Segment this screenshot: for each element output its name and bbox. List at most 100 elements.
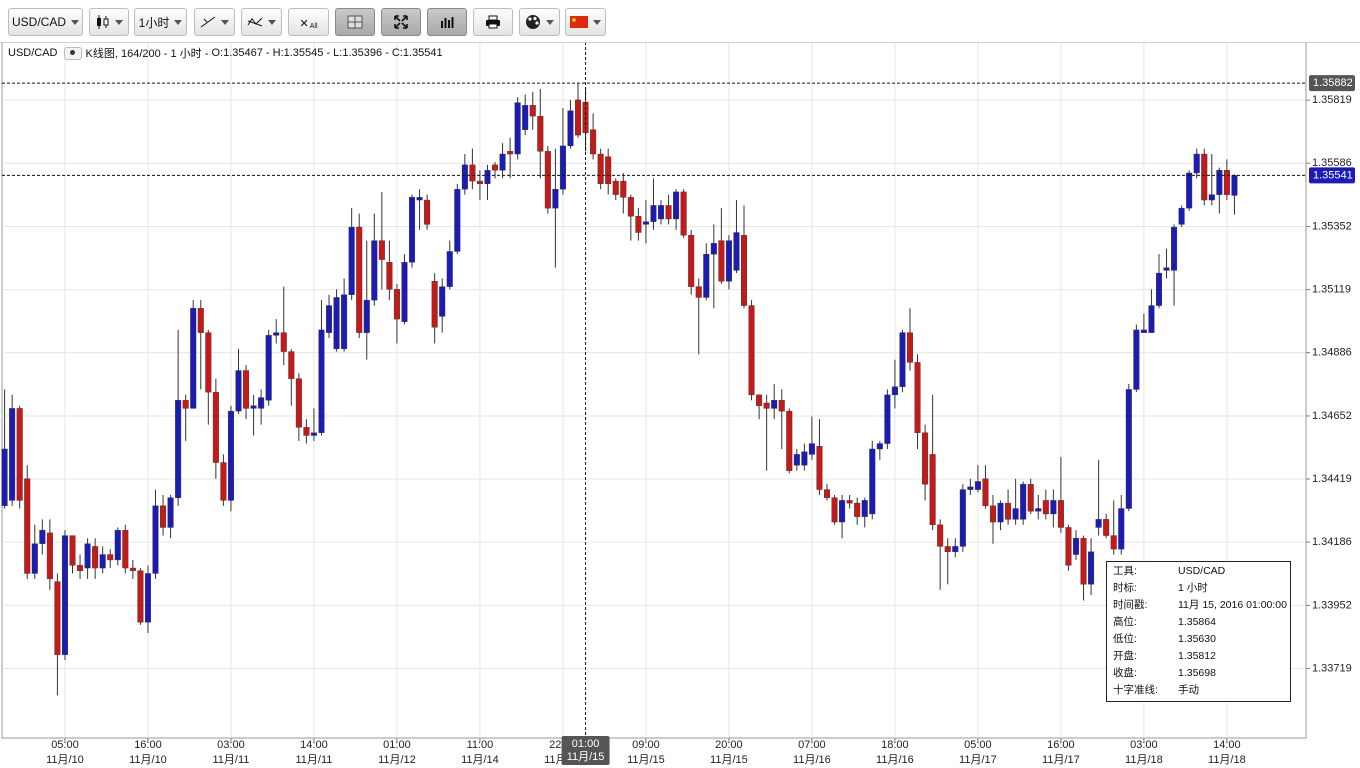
symbol-button[interactable]: USD/CAD: [8, 8, 83, 36]
candle-body: [1103, 519, 1110, 536]
candle-body: [416, 197, 423, 201]
tooltip-key: 低位:: [1113, 633, 1137, 645]
tooltip-row: 开盘: 1.35812: [1113, 648, 1288, 664]
language-button[interactable]: [565, 8, 606, 36]
candle-body: [280, 332, 287, 352]
candle-body: [846, 500, 853, 504]
tooltip-value: USD/CAD: [1178, 565, 1226, 577]
chart-type-button[interactable]: [89, 8, 129, 36]
candle-body: [476, 180, 483, 184]
candle-body: [1042, 500, 1049, 515]
candle-body: [514, 102, 521, 155]
tooltip-row: 高位: 1.35864: [1113, 614, 1288, 630]
x-tick-label: 01:00: [383, 739, 411, 751]
header-description: K线图, 164/200 - 1 小时 -: [85, 48, 212, 60]
candle-body: [333, 297, 340, 350]
bars-icon: [441, 17, 454, 28]
x-tick-date: 11月/16: [876, 754, 914, 766]
y-tick-label: 1.34186: [1312, 536, 1352, 548]
visibility-toggle[interactable]: [63, 46, 82, 60]
candle-body: [1080, 538, 1087, 585]
candle-body: [265, 335, 272, 401]
candle-body: [341, 294, 348, 350]
indicator-button[interactable]: [241, 8, 282, 36]
candle-body: [808, 443, 815, 455]
candle-body: [54, 581, 61, 655]
candle-body: [1186, 172, 1193, 209]
tooltip-value: 11月 15, 2016 01:00:00: [1178, 599, 1287, 611]
candle-body: [92, 546, 99, 569]
candle-body: [620, 180, 627, 198]
candle-body: [952, 546, 959, 553]
candle-body: [529, 105, 536, 117]
candle-body: [1118, 508, 1125, 550]
candle-body: [544, 151, 551, 209]
candle-body: [869, 448, 876, 515]
candle-body: [326, 305, 333, 333]
ohlc-value: 1.35467: [223, 47, 263, 59]
candle-body: [1095, 519, 1102, 528]
candle-body: [884, 394, 891, 444]
grid-button[interactable]: [335, 8, 375, 36]
candle-body: [424, 199, 431, 225]
candle-body: [129, 567, 136, 571]
candle-body: [182, 400, 189, 409]
candle-body: [122, 529, 129, 569]
candle-body: [801, 451, 808, 466]
y-tick-label: 1.33719: [1312, 662, 1352, 674]
candles: [1, 83, 1238, 696]
volume-button[interactable]: [427, 8, 467, 36]
candle-body: [77, 565, 84, 571]
chart-header: USD/CAD K线图, 164/200 - 1 小时 - O: 1.35467 …: [8, 45, 443, 61]
tooltip-key: 收盘:: [1113, 667, 1137, 679]
candle-body: [84, 543, 91, 569]
symbol-label: USD/CAD: [11, 15, 66, 29]
candle-body: [273, 332, 280, 336]
candle-body: [1133, 329, 1140, 390]
candle-body: [1050, 500, 1057, 515]
candle-body: [9, 408, 16, 501]
candle-body: [658, 205, 665, 220]
candle-body: [839, 500, 846, 523]
fullscreen-button[interactable]: [381, 8, 421, 36]
tooltip-row: 工具: USD/CAD: [1113, 563, 1288, 579]
x-tick-label: 16:00: [134, 739, 162, 751]
x-tick-date: 11月/10: [46, 754, 84, 766]
candle-body: [891, 386, 898, 396]
last-price-box: [1309, 167, 1355, 184]
crosshair-time-box: [561, 736, 610, 765]
candle-body: [356, 226, 363, 333]
candle-body: [197, 308, 204, 333]
tooltip-value: 手动: [1178, 684, 1199, 696]
candle-body: [695, 286, 702, 298]
candle-body: [673, 191, 680, 220]
timeframe-button[interactable]: 1小时: [134, 8, 187, 36]
candle-body: [876, 443, 883, 450]
candle-body: [295, 378, 302, 428]
candle-body: [439, 286, 446, 317]
print-button[interactable]: [473, 8, 513, 36]
candle-body: [303, 427, 310, 436]
candle-body: [816, 446, 823, 490]
candle-body: [522, 105, 529, 130]
candle-body: [1020, 483, 1027, 520]
remove-all-button[interactable]: ✕ All: [288, 8, 329, 36]
toolbar: USD/CAD 1小时 ✕ All: [0, 0, 1360, 43]
candle-body: [227, 410, 234, 501]
crosshair-price-box: [1309, 75, 1355, 92]
candle-body: [741, 235, 748, 306]
line-tool-button[interactable]: [194, 8, 235, 36]
candle-body: [1110, 535, 1117, 550]
candle-body: [1201, 153, 1208, 201]
x-tick-date: 11月/16: [793, 754, 831, 766]
color-button[interactable]: [519, 8, 560, 36]
candle-body: [756, 394, 763, 406]
y-tick-label: 1.35819: [1312, 94, 1352, 106]
ohlc-value: 1.35541: [402, 47, 443, 59]
x-tick-date: 11月/17: [1042, 754, 1080, 766]
x-tick-label: 05:00: [964, 739, 992, 751]
ohlc-value: 1.35396: [342, 47, 383, 59]
tooltip-row: 时间戳: 11月 15, 2016 01:00:00: [1113, 597, 1288, 613]
candle-body: [499, 153, 506, 171]
x-tick-label: 20:00: [715, 739, 743, 751]
